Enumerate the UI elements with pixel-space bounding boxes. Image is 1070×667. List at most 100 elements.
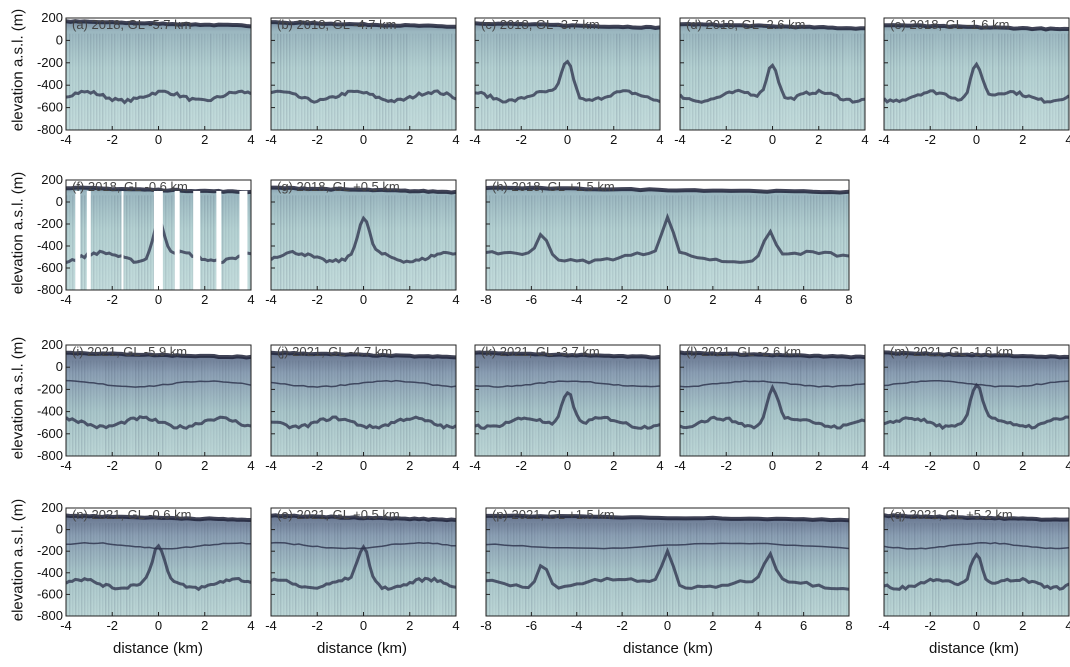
x-tick-label: 2 <box>406 292 413 307</box>
y-tick-label: -600 <box>37 260 63 275</box>
x-tick-label: 2 <box>201 292 208 307</box>
x-axis-label-p: distance (km) <box>622 640 714 657</box>
x-tick-label: 0 <box>155 618 162 633</box>
panel-title: (c) 2018, GL -3.7 km <box>481 17 600 32</box>
y-tick-label: 0 <box>56 522 63 537</box>
data-gap <box>153 191 163 290</box>
panel-title: (b) 2018, GL -4.7 km <box>277 17 396 32</box>
x-tick-label: -2 <box>311 618 323 633</box>
basal-reflector <box>475 390 660 430</box>
y-tick-label: -800 <box>37 448 63 463</box>
x-tick-label: -2 <box>106 292 118 307</box>
y-tick-label: 200 <box>41 337 63 352</box>
panel-title: (e) 2018, GL -1.6 km <box>890 17 1009 32</box>
x-tick-label: -4 <box>60 618 72 633</box>
x-tick-label: -4 <box>265 292 277 307</box>
panel-title: (h) 2018, GL +1.5 km <box>492 179 615 194</box>
x-tick-label: 4 <box>452 132 459 147</box>
panel-title: (j) 2021, GL -4.7 km <box>277 344 392 359</box>
panel-1: (a) 2018, GL -5.7 km -4 -2 0 2 4 200 0 -200 -400 -… <box>37 10 255 147</box>
x-tick-label: 0 <box>155 292 162 307</box>
ice-surface-reflector <box>66 350 251 360</box>
x-tick-label: -2 <box>311 292 323 307</box>
y-tick-label: -200 <box>37 543 63 558</box>
radargram-background <box>271 18 456 130</box>
internal-layer <box>475 380 660 388</box>
x-tick-label: -4 <box>60 292 72 307</box>
basal-reflector <box>486 546 849 591</box>
internal-layer <box>680 380 865 388</box>
basal-reflector <box>884 382 1069 431</box>
ice-surface-reflector <box>271 20 456 29</box>
x-tick-label: -4 <box>265 132 277 147</box>
ice-surface-reflector <box>271 185 456 195</box>
x-tick-label: -8 <box>480 618 492 633</box>
radargram-background <box>884 345 1069 456</box>
internal-layer <box>884 541 1069 550</box>
y-tick-label: -400 <box>37 565 63 580</box>
radargram-background <box>66 508 251 616</box>
x-tick-label: 4 <box>755 618 762 633</box>
data-gap <box>75 191 81 290</box>
x-tick-label: 6 <box>800 292 807 307</box>
x-tick-label: 4 <box>755 292 762 307</box>
basal-reflector <box>884 61 1069 104</box>
ice-surface-reflector <box>680 350 865 360</box>
basal-reflector <box>66 415 251 430</box>
y-tick-label: -600 <box>37 100 63 115</box>
x-tick-label: 0 <box>973 618 980 633</box>
x-tick-label: -4 <box>60 132 72 147</box>
x-tick-label: 2 <box>1019 458 1026 473</box>
data-gap <box>86 191 91 290</box>
y-tick-label: -800 <box>37 122 63 137</box>
y-tick-label: -400 <box>37 404 63 419</box>
x-tick-label: -2 <box>106 618 118 633</box>
x-tick-label: 0 <box>973 458 980 473</box>
y-tick-label: -200 <box>37 216 63 231</box>
basal-reflector <box>271 215 456 264</box>
panel-title: (k) 2021, GL -3.7 km <box>481 344 600 359</box>
x-tick-label: -4 <box>674 458 686 473</box>
x-tick-label: 2 <box>201 618 208 633</box>
ice-surface-reflector <box>884 350 1069 360</box>
x-tick-label: -2 <box>311 458 323 473</box>
basal-reflector <box>680 383 865 430</box>
x-tick-label: 2 <box>406 458 413 473</box>
x-tick-label: 2 <box>201 132 208 147</box>
x-tick-label: 8 <box>845 292 852 307</box>
x-tick-label: 4 <box>247 132 254 147</box>
ice-surface-reflector <box>475 21 660 31</box>
data-gap <box>174 191 180 290</box>
radargram-background <box>680 345 865 456</box>
x-tick-label: -4 <box>878 458 890 473</box>
x-tick-label: 4 <box>861 132 868 147</box>
panel-13: (m) 2021, GL -1.6 km -4 -2 0 2 4 <box>878 344 1070 473</box>
x-tick-label: -4 <box>265 458 277 473</box>
internal-layer <box>66 379 251 388</box>
x-tick-label: -2 <box>106 132 118 147</box>
panel-title: (d) 2018, GL -2.6 km <box>686 17 805 32</box>
x-tick-label: 2 <box>610 132 617 147</box>
x-tick-label: 0 <box>664 292 671 307</box>
panel-title: (l) 2021, GL -2.6 km <box>686 344 801 359</box>
basal-reflector <box>475 59 660 104</box>
y-tick-label: -800 <box>37 282 63 297</box>
ice-surface-reflector <box>680 21 865 31</box>
ice-surface-reflector <box>475 350 660 360</box>
x-tick-label: 0 <box>360 292 367 307</box>
panel-8: (h) 2018, GL +1.5 km -8 -6 -4 -2 0 2 4 6 8 <box>480 179 852 307</box>
y-tick-label: -600 <box>37 586 63 601</box>
radargram-background <box>884 18 1069 130</box>
panel-title: (o) 2021, GL +0.5 km <box>277 507 400 522</box>
x-tick-label: 2 <box>610 458 617 473</box>
y-tick-label: 200 <box>41 500 63 515</box>
x-tick-label: -2 <box>924 132 936 147</box>
radargram-background <box>680 18 865 130</box>
x-tick-label: 4 <box>656 458 663 473</box>
panel-14: (n) 2021, GL -0.6 km -4 -2 0 2 4 200 0 -200 -400 -… <box>37 500 255 633</box>
y-tick-label: 0 <box>56 359 63 374</box>
radargram-background <box>271 345 456 456</box>
basal-reflector <box>486 212 849 265</box>
